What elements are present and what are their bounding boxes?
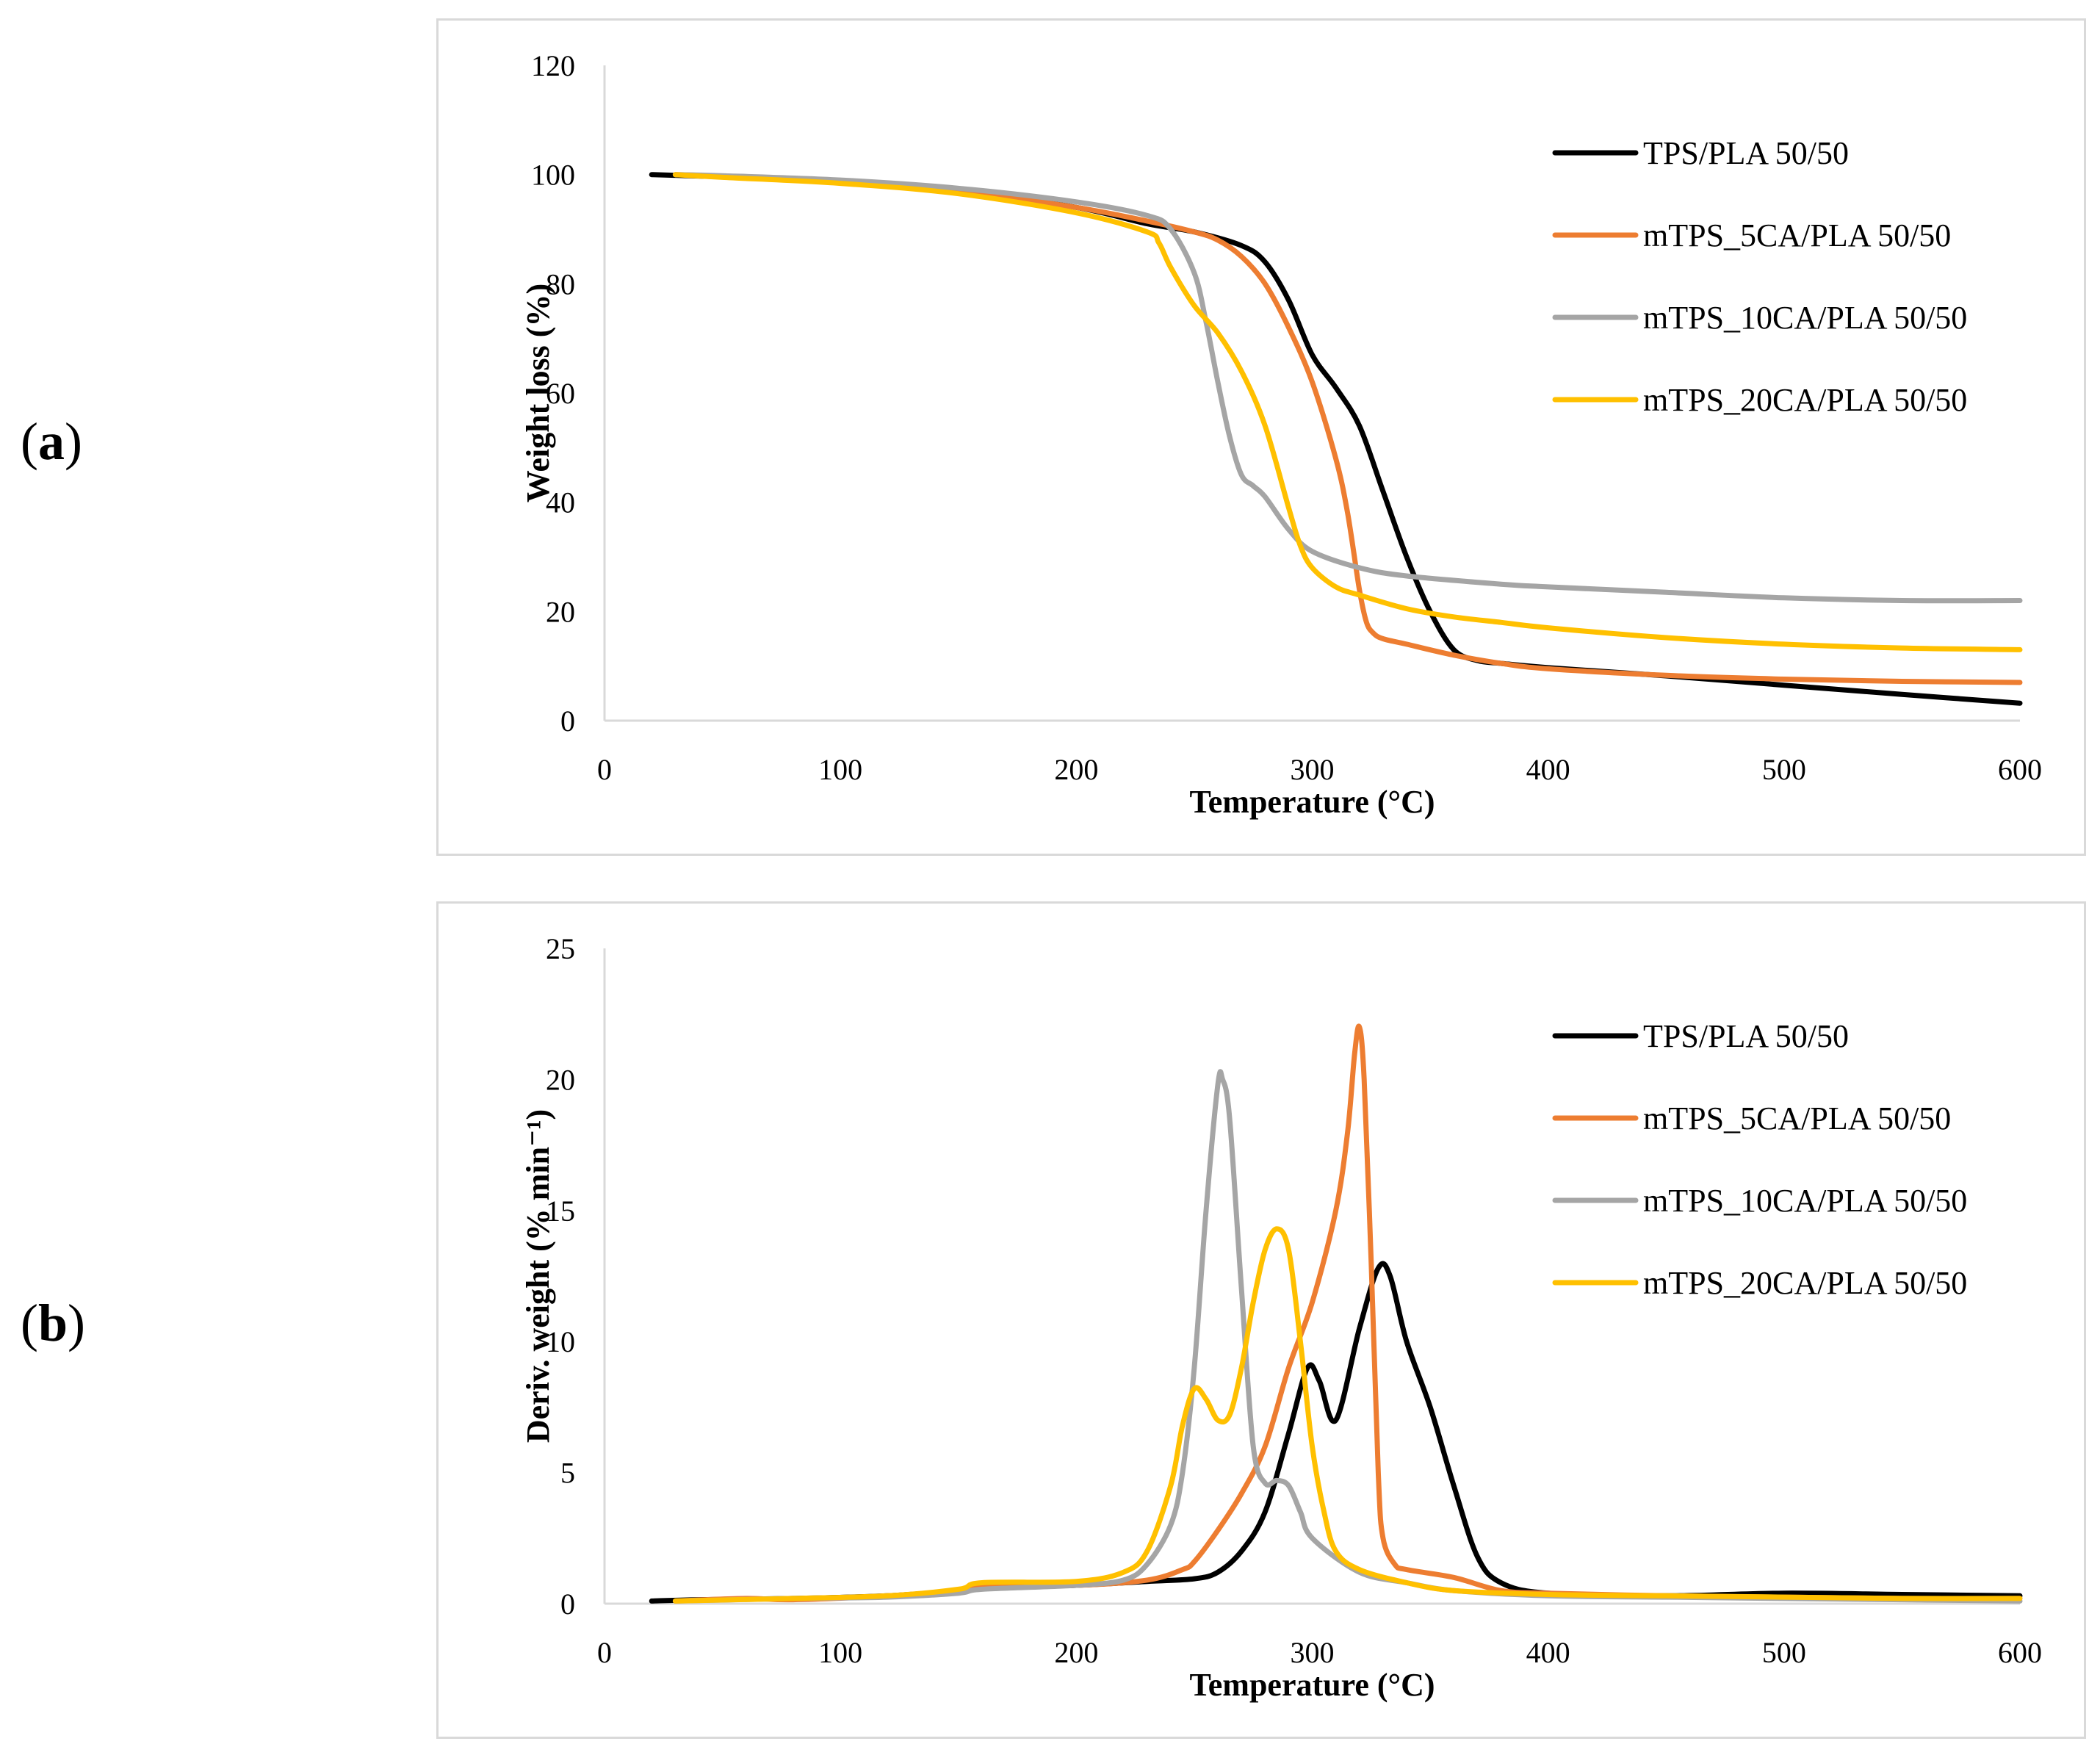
- chart-a-series-line-4: [672, 172, 2023, 652]
- chart-a-legend-label-3: mTPS_10CA/PLA 50/50: [1643, 300, 1967, 336]
- chart-a-series-line-2: [672, 172, 2023, 685]
- chart-a-series-line-1: [649, 172, 2023, 706]
- chart-a-svg: 0 20 40 60 80 100 120 0 100 200 300 400 500 600 Temper…: [520, 49, 2042, 820]
- chart-b-y-tick-label: 25: [546, 932, 575, 965]
- chart-b-legend-label-3: mTPS_10CA/PLA 50/50: [1643, 1183, 1967, 1219]
- chart-a-y-tick-label: 120: [531, 49, 575, 82]
- chart-a-legend-label-4: mTPS_20CA/PLA 50/50: [1643, 382, 1967, 418]
- chart-a-y-tick-label: 40: [546, 486, 575, 519]
- chart-a-legend-label-1: TPS/PLA 50/50: [1643, 135, 1849, 171]
- chart-b-x-tick-label: 600: [1998, 1636, 2042, 1669]
- chart-a-legend-label-2: mTPS_5CA/PLA 50/50: [1643, 217, 1951, 253]
- panel-label-a-text: a: [37, 412, 65, 471]
- panel-label-b-text: b: [37, 1294, 68, 1352]
- chart-b-frame: 0 5 10 15 20 25 0 100 200 300 400 500 600 Temperature…: [436, 901, 2086, 1739]
- chart-b-y-tick-label: 0: [560, 1588, 575, 1621]
- chart-b-x-tick-label: 300: [1291, 1636, 1335, 1669]
- chart-a-x-tick-label: 0: [597, 753, 612, 786]
- chart-b-series-line-4: [672, 1226, 2023, 1604]
- chart-a-series-line-3: [672, 172, 2023, 604]
- chart-a-x-tick-label: 200: [1054, 753, 1098, 786]
- chart-b-y-tick-label: 20: [546, 1063, 575, 1096]
- chart-a-frame: 0 20 40 60 80 100 120 0 100 200 300 400 500 600 Temper…: [436, 18, 2086, 856]
- chart-b-legend-label-1: TPS/PLA 50/50: [1643, 1018, 1849, 1054]
- chart-a-x-axis-title: Temperature (°C): [1189, 784, 1435, 820]
- chart-a-x-tick-label: 500: [1762, 753, 1806, 786]
- chart-a-x-tick-label: 100: [818, 753, 862, 786]
- panel-label-a: (a): [21, 412, 82, 471]
- chart-a-y-axis-title: Weight loss (%): [520, 284, 556, 502]
- chart-a-y-tick-label: 20: [546, 595, 575, 628]
- chart-a-x-tick-label: 300: [1291, 753, 1335, 786]
- chart-b-x-tick-label: 400: [1526, 1636, 1570, 1669]
- chart-b-x-tick-label: 100: [818, 1636, 862, 1669]
- chart-b-x-axis-title: Temperature (°C): [1189, 1667, 1435, 1703]
- chart-a-y-tick-label: 0: [560, 704, 575, 738]
- chart-b-y-axis-title: Deriv. weight (% min⁻¹): [520, 1109, 556, 1443]
- chart-b-y-tick-label: 5: [560, 1457, 575, 1490]
- chart-b-legend-label-2: mTPS_5CA/PLA 50/50: [1643, 1100, 1951, 1136]
- chart-b-x-tick-label: 500: [1762, 1636, 1806, 1669]
- chart-a-x-tick-label: 400: [1526, 753, 1570, 786]
- chart-b-y-tick-label: 10: [546, 1325, 575, 1358]
- chart-b-x-tick-label: 200: [1054, 1636, 1098, 1669]
- chart-b-y-tick-label: 15: [546, 1194, 575, 1228]
- chart-a-y-tick-label: 80: [546, 267, 575, 300]
- chart-b-svg: 0 5 10 15 20 25 0 100 200 300 400 500 600 Temperature…: [520, 932, 2042, 1703]
- chart-b-x-tick-label: 0: [597, 1636, 612, 1669]
- chart-b-legend-label-4: mTPS_20CA/PLA 50/50: [1643, 1265, 1967, 1301]
- chart-a-x-tick-label: 600: [1998, 753, 2042, 786]
- chart-a-y-tick-label: 100: [531, 159, 575, 192]
- panel-label-b: (b): [21, 1294, 86, 1352]
- chart-a-y-tick-label: 60: [546, 377, 575, 410]
